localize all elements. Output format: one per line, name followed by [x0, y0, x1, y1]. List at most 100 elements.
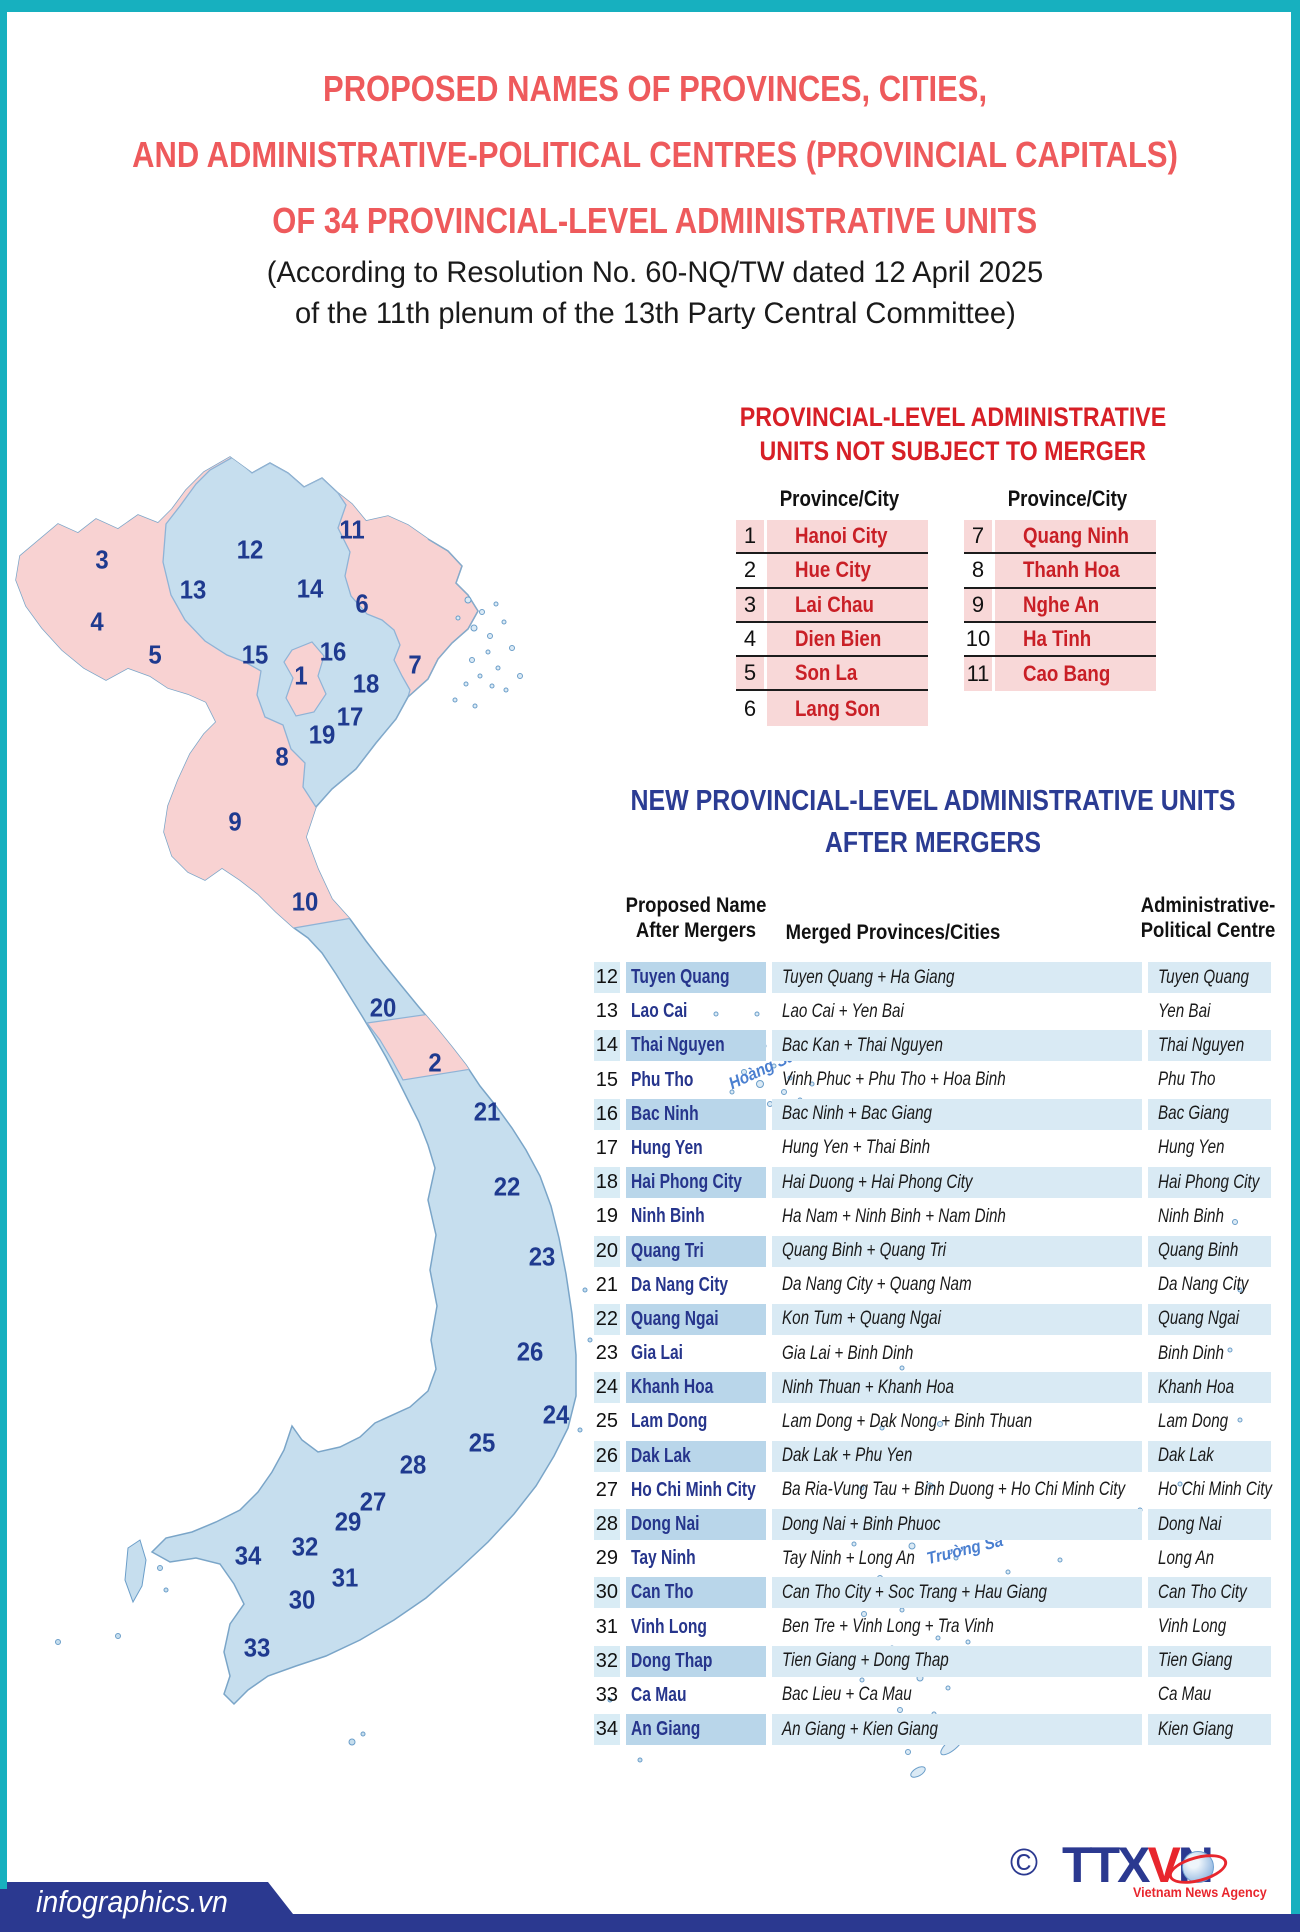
political-centre: Khanh Hoa: [1148, 1372, 1271, 1404]
political-centre: Hai Phong City: [1148, 1167, 1271, 1199]
frame-right: [1291, 0, 1300, 1914]
no-merger-row: 2 Hue City: [736, 554, 928, 589]
merged-provinces: Bac Kan + Thai Nguyen: [772, 1030, 1142, 1062]
political-centre: Quang Ngai: [1148, 1303, 1271, 1335]
page-title-line2: AND ADMINISTRATIVE-POLITICAL CENTRES (PR…: [132, 134, 1178, 175]
proposed-name: Ninh Binh: [631, 1205, 705, 1228]
row-number: 29: [595, 1547, 618, 1570]
no-merger-row: 6 Lang Son: [736, 691, 928, 726]
political-centre: Dong Nai: [1148, 1509, 1271, 1540]
merged-provinces: Kon Tum + Quang Ngai: [772, 1303, 1142, 1335]
merged-provinces: Lao Cai + Yen Bai: [782, 1000, 904, 1022]
political-centre: Dak Lak: [1148, 1440, 1271, 1472]
row-number: 3: [736, 588, 764, 621]
copyright-icon: ©: [1010, 1842, 1038, 1884]
page-subtitle-line2: of the 11th plenum of the 13th Party Cen…: [294, 297, 1016, 330]
proposed-name: Quang Ngai: [626, 1303, 766, 1335]
province-name: Ha Tinh: [995, 622, 1156, 656]
row-number: 17: [595, 1136, 618, 1159]
merger-row: 20 Quang Tri Quang Binh + Quang Tri Quang B…: [594, 1235, 1272, 1267]
row-number: 15: [595, 1068, 618, 1091]
merger-row: 22 Quang Ngai Kon Tum + Quang Ngai Quang Ng…: [594, 1303, 1272, 1335]
globe-icon: [1182, 1851, 1214, 1883]
merger-col2-header: Merged Provinces/Cities: [785, 921, 1001, 944]
proposed-name: Bac Ninh: [626, 1098, 766, 1130]
merged-provinces: Bac Ninh + Bac Giang: [772, 1098, 1142, 1130]
merged-provinces: An Giang + Kien Giang: [772, 1714, 1142, 1746]
merger-row: 34 An Giang An Giang + Kien Giang Kien Gian…: [594, 1714, 1272, 1746]
proposed-name: Phu Tho: [631, 1068, 694, 1091]
row-number: 25: [595, 1410, 618, 1433]
merger-row: 31 Vinh Long Ben Tre + Vinh Long + Tra Vin…: [594, 1612, 1272, 1643]
row-number: 4: [743, 626, 757, 652]
proposed-name: Da Nang City: [631, 1273, 729, 1296]
row-number: 21: [595, 1273, 618, 1296]
proposed-name: Lam Dong: [631, 1410, 708, 1433]
halong-islands: [452, 596, 523, 709]
merger-row: 13 Lao Cai Lao Cai + Yen Bai Yen Bai: [594, 996, 1272, 1027]
page-title: PROPOSED NAMES OF PROVINCES, CITIES, AND…: [47, 56, 1263, 254]
merged-provinces: Ben Tre + Vinh Long + Tra Vinh: [782, 1616, 994, 1638]
row-number: 5: [736, 657, 764, 690]
frame-left: [0, 0, 7, 1889]
political-centre: Can Tho City: [1148, 1577, 1271, 1609]
political-centre: Vinh Long: [1158, 1616, 1227, 1638]
no-merger-row: 11 Cao Bang: [964, 657, 1156, 692]
no-merger-row: 9 Nghe An: [964, 588, 1156, 623]
map-region-hanoi: [283, 641, 327, 717]
political-centre: Ho Chi Minh City: [1158, 1479, 1273, 1501]
political-centre: Da Nang City: [1158, 1274, 1249, 1296]
merger-row: 18 Hai Phong City Hai Duong + Hai Phong Ci…: [594, 1167, 1272, 1199]
political-centre: Lam Dong: [1158, 1410, 1229, 1432]
political-centre: Quang Binh: [1148, 1235, 1271, 1267]
row-number: 10: [965, 626, 991, 652]
proposed-name: An Giang: [626, 1714, 766, 1746]
frame-top: [0, 0, 1300, 12]
page-title-line1: PROPOSED NAMES OF PROVINCES, CITIES,: [322, 68, 988, 109]
merger-row: 29 Tay Ninh Tay Ninh + Long An Long An: [594, 1543, 1272, 1574]
site-name: infographics.vn: [36, 1884, 228, 1919]
merger-row: 24 Khanh Hoa Ninh Thuan + Khanh Hoa Khanh H…: [594, 1372, 1272, 1404]
merged-provinces: Can Tho City + Soc Trang + Hau Giang: [772, 1577, 1142, 1609]
row-number: 13: [595, 1000, 618, 1023]
merger-row: 25 Lam Dong Lam Dong + Dak Nong + Binh Thu…: [594, 1406, 1272, 1437]
row-number: 24: [594, 1372, 620, 1404]
merger-row: 28 Dong Nai Dong Nai + Binh Phuoc Dong Nai: [594, 1509, 1272, 1540]
proposed-name: Khanh Hoa: [626, 1372, 766, 1404]
province-name: Thanh Hoa: [995, 554, 1156, 587]
page-subtitle: (According to Resolution No. 60-NQ/TW da…: [255, 252, 1055, 334]
merged-provinces: Ninh Thuan + Khanh Hoa: [772, 1372, 1142, 1404]
row-number: 23: [595, 1342, 618, 1365]
political-centre: Yen Bai: [1158, 1000, 1211, 1022]
page-title-line3: OF 34 PROVINCIAL-LEVEL ADMINISTRATIVE UN…: [272, 200, 1038, 241]
no-merger-row: 4 Dien Bien: [736, 622, 928, 658]
merger-col3-header: Administrative- Political Centre: [1140, 894, 1276, 942]
row-number: 9: [964, 588, 992, 621]
row-number: 34: [594, 1714, 620, 1746]
no-merger-col-header-right: Province/City: [1007, 486, 1128, 511]
merger-row: 15 Phu Tho Vinh Phuc + Phu Tho + Hoa Binh P…: [594, 1065, 1272, 1096]
province-name: Lang Son: [767, 691, 928, 726]
merged-provinces: Hung Yen + Thai Binh: [782, 1137, 931, 1159]
merger-row: 14 Thai Nguyen Bac Kan + Thai Nguyen Thai N…: [594, 1030, 1272, 1062]
political-centre: Ninh Binh: [1158, 1205, 1224, 1227]
row-number: 7: [964, 520, 992, 553]
merged-provinces: Tuyen Quang + Ha Giang: [772, 962, 1142, 993]
row-number: 32: [594, 1645, 620, 1677]
no-merger-row: 10 Ha Tinh: [964, 622, 1156, 658]
merger-row: 16 Bac Ninh Bac Ninh + Bac Giang Bac Giang: [594, 1098, 1272, 1130]
political-centre: Hung Yen: [1158, 1137, 1225, 1159]
proposed-name: Thai Nguyen: [626, 1030, 766, 1062]
proposed-name: Ca Mau: [631, 1683, 687, 1706]
province-name: Cao Bang: [995, 657, 1156, 692]
row-number: 20: [594, 1235, 620, 1267]
proposed-name: Dong Nai: [626, 1509, 766, 1540]
proposed-name: Can Tho: [626, 1577, 766, 1609]
province-name: Hanoi City: [767, 520, 928, 553]
footer-bar: [0, 1882, 1300, 1932]
province-name: Nghe An: [995, 588, 1156, 621]
province-name: Hue City: [767, 554, 928, 587]
no-merger-table-title: PROVINCIAL-LEVEL ADMINISTRATIVE UNITS NO…: [739, 402, 1167, 466]
page-subtitle-line1: (According to Resolution No. 60-NQ/TW da…: [266, 256, 1044, 289]
